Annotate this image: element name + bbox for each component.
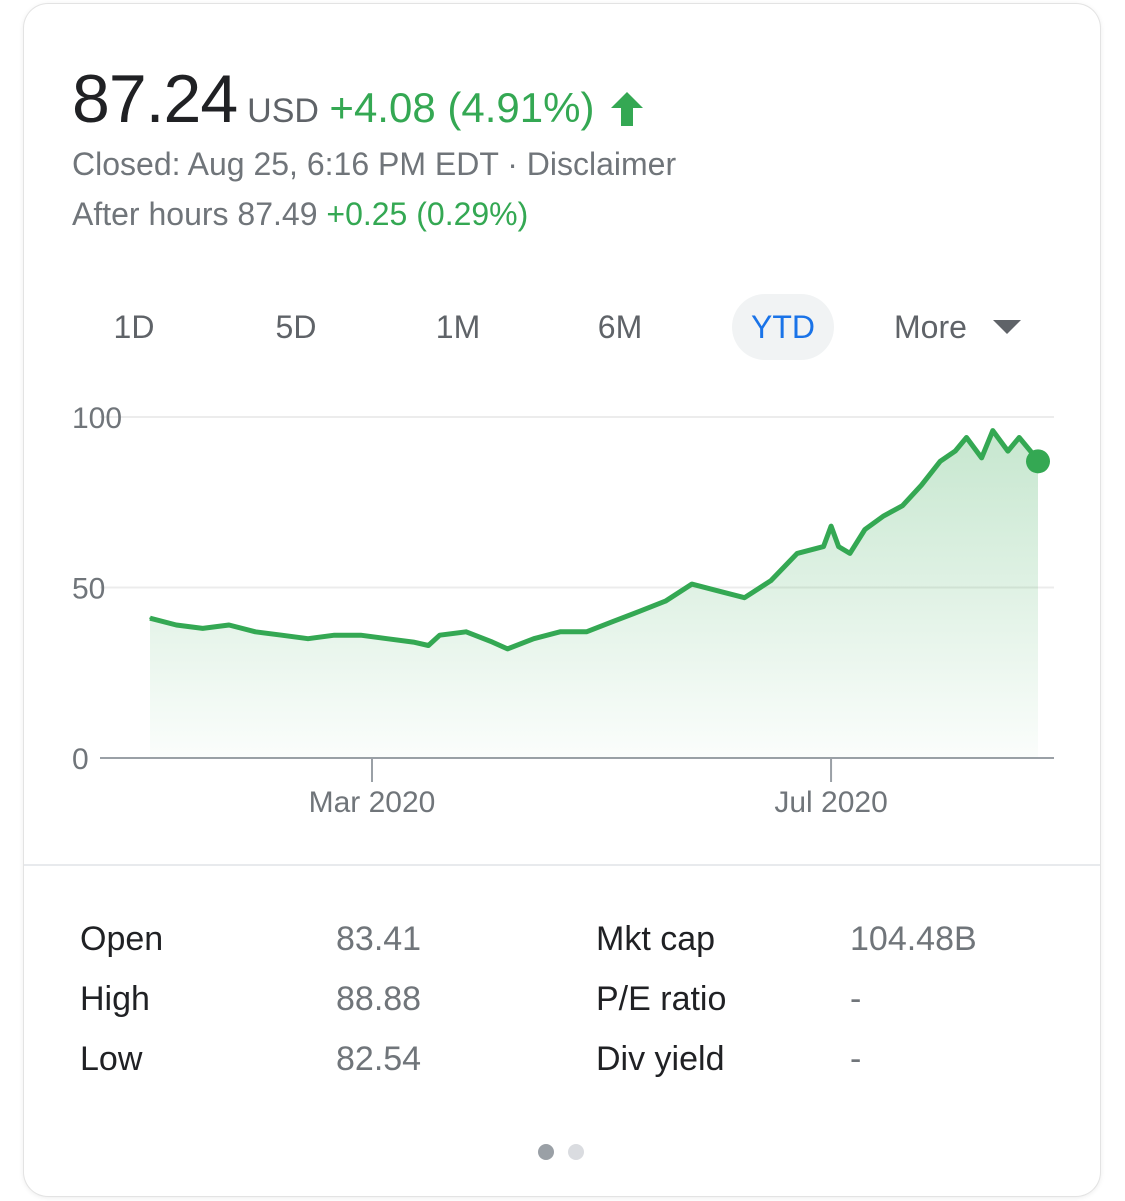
data-point [822,545,825,548]
stat-mktcap-value: 104.48B [850,920,977,958]
data-point [201,627,204,630]
stat-pe-value: - [850,980,862,1018]
more-ranges-button[interactable]: More [894,294,1021,360]
y-tick-label: 0 [72,743,89,776]
data-point [920,484,923,486]
stock-card: 87.24 USD +4.08 (4.91%) Closed: Aug 25, 6… [24,4,1100,1196]
divider [24,864,1100,866]
data-point [638,610,640,613]
price-change: +4.08 (4.91%) [329,84,595,131]
data-point [491,641,494,643]
data-point [691,583,693,585]
tab-1m[interactable]: 1M [435,309,481,345]
data-point [849,552,851,555]
stat-high-label: High [80,980,150,1018]
tab-ytd[interactable]: YTD [732,294,834,360]
stat-open-value: 83.41 [336,920,422,958]
tab-6m[interactable]: 6M [597,309,643,345]
y-tick-label: 50 [72,573,105,606]
pager-dots [538,1144,598,1165]
data-point [939,460,941,463]
data-point [1029,450,1032,452]
more-label: More [894,309,967,345]
stat-mktcap-label: Mkt cap [596,920,716,958]
price-area [150,430,1038,758]
pager-dot[interactable] [568,1144,584,1160]
data-point [427,644,430,647]
price-chart: 100 50 0 Mar 2020 Jul 2020 [72,402,1054,819]
currency-label: USD [247,92,319,130]
stat-divyield-label: Div yield [596,1040,725,1078]
data-point [254,631,257,633]
data-point [228,624,230,626]
tab-5d[interactable]: 5D [275,309,317,345]
data-point [307,637,309,640]
closed-status: Closed: Aug 25, 6:16 PM EDT · Disclaimer [72,146,677,182]
data-point [830,525,832,527]
data-point [1037,460,1039,463]
data-point [612,620,614,623]
stat-low-value: 82.54 [336,1040,422,1078]
data-point [333,634,336,637]
after-hours-price: After hours 87.49 [72,196,318,232]
data-point [864,528,866,531]
data-point [506,648,509,650]
price-line [149,428,1041,652]
data-point [992,429,994,432]
data-point [559,631,561,633]
data-point [743,596,746,599]
data-point [664,600,667,602]
data-point [386,637,388,640]
data-point [280,634,283,637]
x-tick-label: Mar 2020 [309,786,436,819]
caret-down-icon [992,319,1021,334]
data-point [837,545,840,548]
after-hours-change: +0.25 (0.29%) [326,196,529,232]
data-point [770,579,772,582]
data-point [965,436,968,439]
price-row: 87.24 USD +4.08 (4.91%) [72,60,645,140]
data-point [359,634,362,637]
data-point [1007,450,1009,452]
y-tick-label: 100 [72,402,122,435]
stat-divyield-value: - [850,1040,862,1078]
data-point [980,457,983,459]
tab-1d[interactable]: 1D [113,309,155,345]
up-arrow-icon [609,90,645,133]
data-point [465,631,467,633]
data-point [532,637,535,640]
after-hours: After hours 87.49 +0.25 (0.29%) [72,196,528,233]
x-tick-label: Jul 2020 [774,786,887,819]
range-tabs: 1D 5D 1M 6M YTD More [24,294,1100,364]
stat-open-label: Open [80,920,164,958]
data-point [1018,436,1020,439]
pager-dot[interactable] [538,1144,554,1160]
data-point [882,515,885,517]
data-point [412,641,415,643]
stat-pe-label: P/E ratio [596,980,727,1018]
current-price: 87.24 [72,61,238,137]
stat-high-value: 88.88 [336,980,422,1018]
data-point [585,631,588,633]
data-point [149,617,151,619]
stat-low-label: Low [80,1040,143,1078]
data-point [901,504,904,507]
data-point [954,450,957,452]
data-point [438,634,441,637]
data-point [717,590,719,592]
data-point [175,624,178,626]
data-point [796,552,798,555]
